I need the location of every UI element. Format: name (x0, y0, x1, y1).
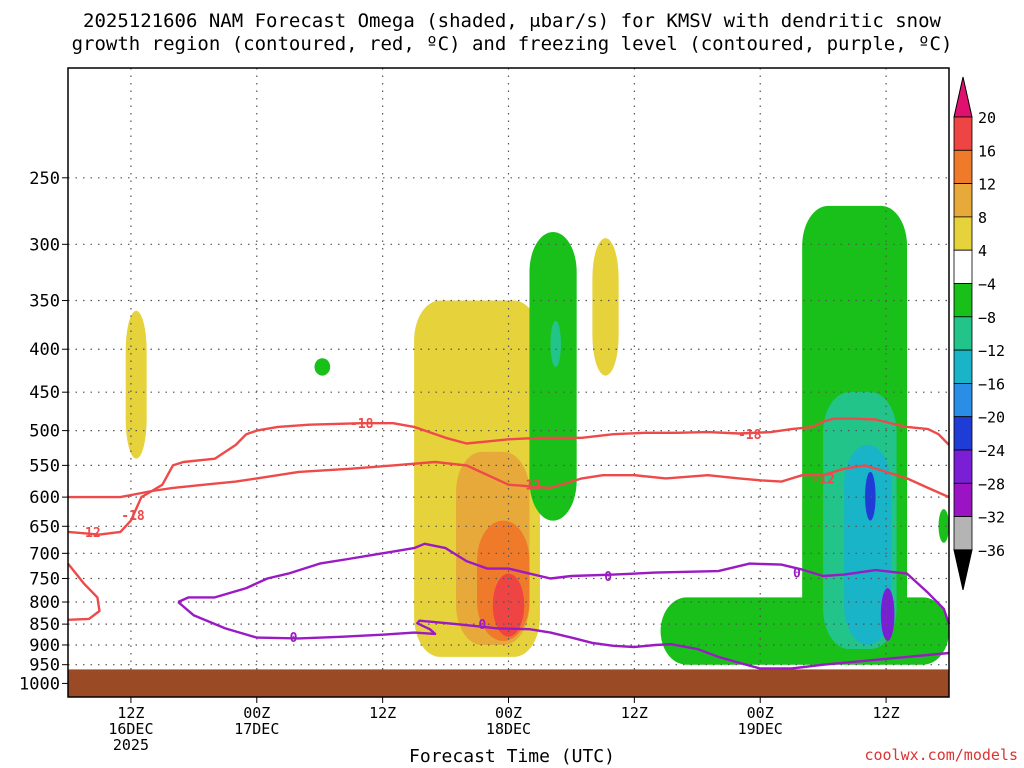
colorbar-swatch (953, 216, 973, 251)
x-tick-label: 16DEC (108, 720, 153, 738)
colorbar-swatch (953, 382, 973, 418)
colorbar-swatch (953, 482, 973, 517)
x-tick-label: 19DEC (738, 720, 783, 738)
omega-region (880, 588, 895, 641)
x-axis-label: Forecast Time (UTC) (409, 746, 615, 767)
y-tick-label: 800 (29, 593, 60, 613)
omega-region (314, 358, 331, 376)
x-tick-label: 2025 (113, 736, 149, 754)
x-tick-label: 00Z (747, 704, 774, 722)
y-tick-label: 550 (29, 456, 60, 476)
y-tick-label: 400 (29, 340, 60, 360)
freezing-level-contour (177, 601, 950, 670)
omega-region (529, 231, 577, 521)
colorbar-swatch (953, 183, 973, 218)
y-tick-label: 350 (29, 292, 60, 312)
y-tick-label: 900 (29, 636, 60, 656)
contour-label: 0 (793, 567, 801, 582)
colorbar-swatch (953, 249, 973, 284)
y-tick-label: 850 (29, 615, 60, 635)
omega-region (492, 573, 525, 637)
colorbar-top-arrow (953, 76, 973, 118)
credit-link[interactable]: coolwx.com/models (864, 746, 1018, 764)
colorbar-label: −24 (978, 442, 1005, 460)
x-tick-label: 12Z (873, 704, 900, 722)
colorbar-label: 4 (978, 242, 987, 260)
y-tick-label: 950 (29, 656, 60, 676)
omega-region (125, 310, 147, 459)
colorbar-label: 16 (978, 142, 996, 160)
omega-region (865, 471, 876, 521)
colorbar-swatch (953, 449, 973, 484)
y-tick-label: 750 (29, 569, 60, 589)
colorbar-swatch (953, 316, 973, 351)
colorbar-label: −16 (978, 375, 1005, 393)
contour-label: -18 (738, 428, 762, 443)
y-tick-label: 250 (29, 169, 60, 189)
chart-title-line-1: 2025121606 NAM Forecast Omega (shaded, μ… (83, 10, 941, 32)
colorbar-label: −28 (978, 475, 1005, 493)
x-tick-label: 18DEC (486, 720, 531, 738)
contour-label: -12 (811, 472, 834, 487)
contour-label: -12 (518, 479, 541, 494)
contour-label: -18 (350, 417, 374, 432)
colorbar-swatch (953, 116, 973, 151)
dgz-contour (67, 460, 950, 536)
colorbar-swatch (953, 349, 973, 384)
freezing-level-contour (177, 542, 951, 625)
colorbar-swatch (953, 416, 973, 451)
y-tick-label: 1000 (19, 674, 60, 694)
colorbar-label: 20 (978, 109, 996, 127)
x-tick-label: 17DEC (234, 720, 279, 738)
x-tick-label: 00Z (495, 704, 522, 722)
x-tick-label: 12Z (117, 704, 144, 722)
ground-surface (68, 669, 949, 697)
colorbar-label: 8 (978, 209, 987, 227)
y-tick-label: 650 (29, 517, 60, 537)
y-tick-label: 500 (29, 422, 60, 442)
contour-label: -12 (77, 526, 100, 541)
colorbar: 20 16 12 8 4 −4 −8 −12 −16 −20 −24 −28 −32 −36 (953, 76, 1005, 591)
colorbar-label: −32 (978, 509, 1005, 527)
colorbar-swatch (953, 149, 973, 185)
colorbar-label: −20 (978, 409, 1005, 427)
dgz-contour (68, 417, 950, 499)
omega-shading (125, 205, 949, 665)
x-tick-label: 00Z (243, 704, 270, 722)
y-tick-label: 300 (29, 235, 60, 255)
x-tick-label: 12Z (369, 704, 396, 722)
colorbar-label: −4 (978, 276, 996, 294)
colorbar-label: −12 (978, 342, 1005, 360)
colorbar-swatch (953, 283, 973, 318)
y-tick-label: 450 (29, 383, 60, 403)
contour-label: 0 (604, 570, 612, 585)
colorbar-label: −36 (978, 542, 1005, 560)
colorbar-label: 12 (978, 176, 996, 194)
chart-title-line-2: growth region (contoured, red, ºC) and f… (71, 33, 953, 55)
omega-region (844, 444, 892, 645)
omega-region (550, 320, 561, 368)
y-tick-label: 700 (29, 544, 60, 564)
y-tick-label: 600 (29, 488, 60, 508)
dgz-contour (67, 562, 101, 621)
colorbar-swatch (953, 516, 973, 551)
y-axis: 2503003504004505005506006507007508008509… (19, 169, 68, 694)
x-tick-label: 12Z (621, 704, 648, 722)
colorbar-bottom-arrow (953, 549, 973, 591)
omega-region (592, 238, 619, 376)
colorbar-label: −8 (978, 309, 996, 327)
omega-region (938, 509, 949, 543)
